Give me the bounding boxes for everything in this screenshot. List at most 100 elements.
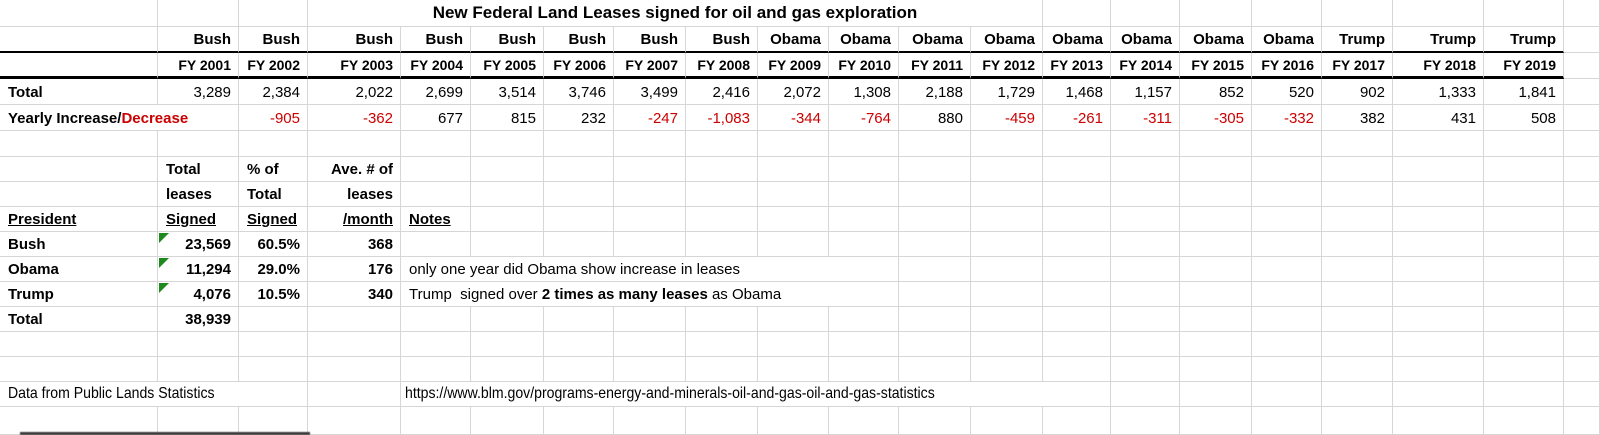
empty-cell[interactable]: [758, 157, 829, 182]
lease-change-cell[interactable]: 508: [1484, 105, 1564, 131]
president-col-header[interactable]: President: [0, 207, 158, 232]
empty-cell[interactable]: [158, 407, 239, 435]
empty-cell[interactable]: [1043, 257, 1111, 282]
summary-total-cell[interactable]: 23,569: [158, 232, 239, 257]
empty-cell[interactable]: [1180, 357, 1252, 382]
empty-cell[interactable]: [1043, 357, 1111, 382]
data-source-note[interactable]: Data from Public Lands Statistics: [0, 382, 308, 407]
empty-cell[interactable]: [971, 357, 1043, 382]
empty-cell[interactable]: [1393, 357, 1484, 382]
empty-cell[interactable]: [471, 357, 544, 382]
total-leases-header-line[interactable]: leases: [158, 182, 239, 207]
president-header-cell[interactable]: Bush: [471, 27, 544, 53]
empty-cell[interactable]: [0, 157, 158, 182]
empty-cell[interactable]: [1322, 207, 1393, 232]
empty-cell[interactable]: [1393, 257, 1484, 282]
empty-cell[interactable]: [686, 357, 758, 382]
empty-cell[interactable]: [401, 407, 471, 435]
empty-cell[interactable]: [308, 131, 401, 157]
empty-cell[interactable]: [1393, 157, 1484, 182]
empty-cell[interactable]: [971, 282, 1043, 307]
empty-cell[interactable]: [1322, 307, 1393, 332]
empty-cell[interactable]: [0, 332, 158, 357]
empty-cell[interactable]: [1564, 157, 1600, 182]
president-header-cell[interactable]: Obama: [1180, 27, 1252, 53]
empty-cell[interactable]: [899, 332, 971, 357]
empty-cell[interactable]: [1393, 282, 1484, 307]
empty-cell[interactable]: [544, 307, 614, 332]
empty-cell[interactable]: [686, 232, 758, 257]
fy-header-cell[interactable]: FY 2004: [401, 53, 471, 79]
empty-cell[interactable]: [1564, 182, 1600, 207]
empty-cell[interactable]: [1180, 0, 1252, 27]
empty-cell[interactable]: [471, 157, 544, 182]
empty-cell[interactable]: [1180, 207, 1252, 232]
empty-cell[interactable]: [401, 307, 471, 332]
lease-change-cell[interactable]: 815: [471, 105, 544, 131]
empty-cell[interactable]: [1322, 382, 1393, 407]
empty-cell[interactable]: [1111, 0, 1180, 27]
summary-total-cell[interactable]: 4,076: [158, 282, 239, 307]
empty-cell[interactable]: [1564, 53, 1600, 79]
president-header-cell[interactable]: Bush: [401, 27, 471, 53]
empty-cell[interactable]: [401, 332, 471, 357]
empty-cell[interactable]: [1564, 207, 1600, 232]
empty-cell[interactable]: [1564, 27, 1600, 53]
president-header-cell[interactable]: Obama: [1111, 27, 1180, 53]
empty-cell[interactable]: [1111, 131, 1180, 157]
empty-cell[interactable]: [239, 357, 308, 382]
lease-total-cell[interactable]: 3,289: [158, 79, 239, 105]
empty-cell[interactable]: [1393, 131, 1484, 157]
empty-cell[interactable]: [308, 382, 401, 407]
empty-cell[interactable]: [239, 0, 308, 27]
empty-cell[interactable]: [471, 232, 544, 257]
empty-cell[interactable]: [544, 332, 614, 357]
empty-cell[interactable]: [971, 407, 1043, 435]
empty-cell[interactable]: [758, 407, 829, 435]
fy-header-cell[interactable]: FY 2007: [614, 53, 686, 79]
empty-cell[interactable]: [1484, 157, 1564, 182]
empty-cell[interactable]: [686, 157, 758, 182]
empty-cell[interactable]: [1322, 131, 1393, 157]
summary-note-cell[interactable]: only one year did Obama show increase in…: [401, 257, 899, 282]
empty-cell[interactable]: [614, 131, 686, 157]
empty-cell[interactable]: [1484, 282, 1564, 307]
president-header-cell[interactable]: Obama: [971, 27, 1043, 53]
empty-cell[interactable]: [1252, 207, 1322, 232]
empty-cell[interactable]: [1484, 207, 1564, 232]
empty-cell[interactable]: [1252, 157, 1322, 182]
empty-cell[interactable]: [1043, 207, 1111, 232]
empty-cell[interactable]: [1393, 407, 1484, 435]
lease-change-cell[interactable]: -905: [239, 105, 308, 131]
empty-cell[interactable]: [1252, 131, 1322, 157]
summary-total-cell[interactable]: 11,294: [158, 257, 239, 282]
total-leases-header-line[interactable]: Signed: [158, 207, 239, 232]
empty-cell[interactable]: [829, 407, 899, 435]
empty-cell[interactable]: [971, 307, 1043, 332]
president-header-cell[interactable]: Trump: [1393, 27, 1484, 53]
empty-cell[interactable]: [758, 182, 829, 207]
empty-cell[interactable]: [239, 131, 308, 157]
lease-total-cell[interactable]: 2,022: [308, 79, 401, 105]
empty-cell[interactable]: [1564, 357, 1600, 382]
president-header-cell[interactable]: Obama: [899, 27, 971, 53]
fy-header-cell[interactable]: FY 2017: [1322, 53, 1393, 79]
empty-cell[interactable]: [401, 157, 471, 182]
empty-cell[interactable]: [1322, 232, 1393, 257]
empty-cell[interactable]: [1564, 131, 1600, 157]
avg-month-header-line[interactable]: Ave. # of: [308, 157, 401, 182]
empty-cell[interactable]: [1111, 357, 1180, 382]
empty-cell[interactable]: [829, 207, 899, 232]
lease-change-cell[interactable]: -344: [758, 105, 829, 131]
empty-cell[interactable]: [1180, 282, 1252, 307]
empty-cell[interactable]: [1393, 382, 1484, 407]
summary-note-cell[interactable]: Trump signed over 2 times as many leases…: [401, 282, 899, 307]
empty-cell[interactable]: [1322, 257, 1393, 282]
empty-cell[interactable]: [971, 332, 1043, 357]
empty-cell[interactable]: [1252, 282, 1322, 307]
empty-cell[interactable]: [1322, 357, 1393, 382]
empty-cell[interactable]: [971, 182, 1043, 207]
empty-cell[interactable]: [1484, 357, 1564, 382]
empty-cell[interactable]: [0, 407, 158, 435]
empty-cell[interactable]: [544, 407, 614, 435]
